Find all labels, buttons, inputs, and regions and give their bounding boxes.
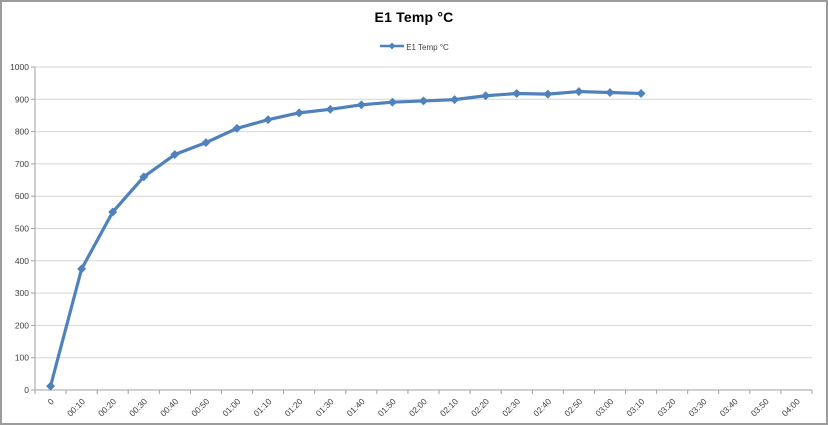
svg-text:100: 100 xyxy=(15,353,29,363)
svg-text:00:50: 00:50 xyxy=(189,396,211,418)
svg-text:01:20: 01:20 xyxy=(282,396,304,418)
svg-text:400: 400 xyxy=(15,256,29,266)
svg-text:02:50: 02:50 xyxy=(562,396,584,418)
svg-text:03:40: 03:40 xyxy=(718,396,740,418)
svg-text:300: 300 xyxy=(15,288,29,298)
legend: E1 Temp °C xyxy=(2,38,826,56)
svg-text:00:20: 00:20 xyxy=(96,396,118,418)
svg-text:02:10: 02:10 xyxy=(438,396,460,418)
svg-text:01:10: 01:10 xyxy=(251,396,273,418)
svg-text:02:30: 02:30 xyxy=(500,396,522,418)
svg-text:04:00: 04:00 xyxy=(780,396,802,418)
svg-text:02:00: 02:00 xyxy=(407,396,429,418)
svg-text:00:40: 00:40 xyxy=(158,396,180,418)
svg-text:800: 800 xyxy=(15,127,29,137)
svg-text:03:30: 03:30 xyxy=(687,396,709,418)
svg-text:200: 200 xyxy=(15,320,29,330)
svg-text:0: 0 xyxy=(46,396,57,407)
svg-text:00:30: 00:30 xyxy=(127,396,149,418)
svg-text:03:00: 03:00 xyxy=(593,396,615,418)
svg-text:1000: 1000 xyxy=(10,62,29,72)
svg-text:03:20: 03:20 xyxy=(655,396,677,418)
svg-text:03:10: 03:10 xyxy=(624,396,646,418)
svg-text:02:40: 02:40 xyxy=(531,396,553,418)
svg-text:700: 700 xyxy=(15,159,29,169)
svg-text:01:00: 01:00 xyxy=(220,396,242,418)
svg-text:500: 500 xyxy=(15,224,29,234)
chart-title: E1 Temp °C xyxy=(374,9,454,25)
svg-text:01:50: 01:50 xyxy=(376,396,398,418)
svg-text:03:50: 03:50 xyxy=(749,396,771,418)
svg-text:900: 900 xyxy=(15,94,29,104)
svg-text:01:40: 01:40 xyxy=(345,396,367,418)
svg-text:00:10: 00:10 xyxy=(65,396,87,418)
legend-label: E1 Temp °C xyxy=(406,42,449,52)
svg-text:0: 0 xyxy=(24,385,29,395)
svg-text:600: 600 xyxy=(15,191,29,201)
line-series-marker-icon xyxy=(379,38,405,56)
svg-text:02:20: 02:20 xyxy=(469,396,491,418)
svg-text:01:30: 01:30 xyxy=(314,396,336,418)
